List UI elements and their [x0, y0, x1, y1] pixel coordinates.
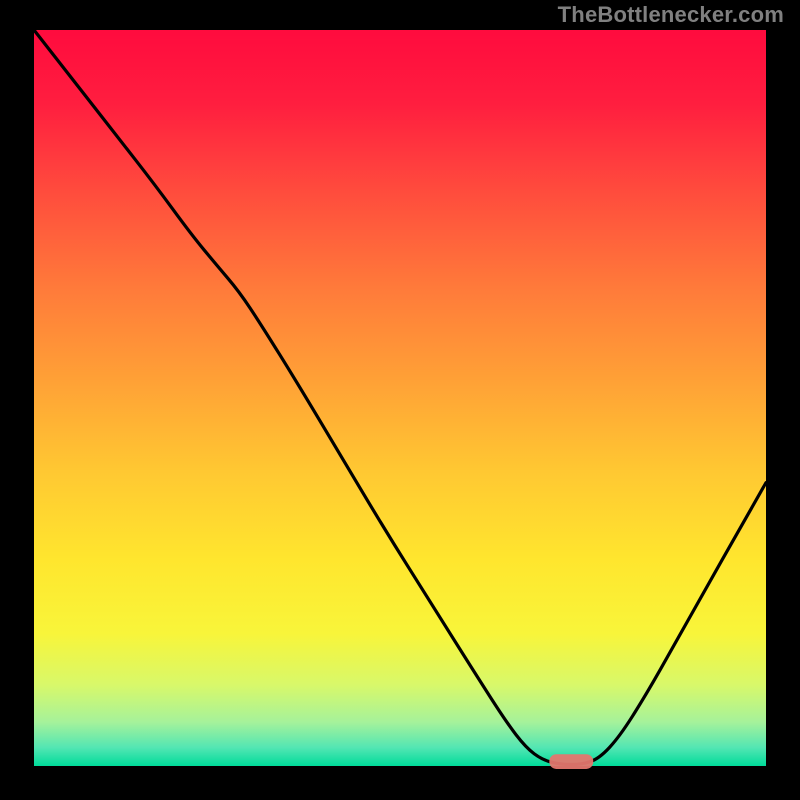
watermark-text: TheBottlenecker.com — [558, 2, 784, 28]
chart-svg — [0, 0, 800, 800]
optimal-marker — [549, 754, 593, 769]
plot-background — [34, 30, 766, 766]
bottleneck-chart: TheBottlenecker.com — [0, 0, 800, 800]
